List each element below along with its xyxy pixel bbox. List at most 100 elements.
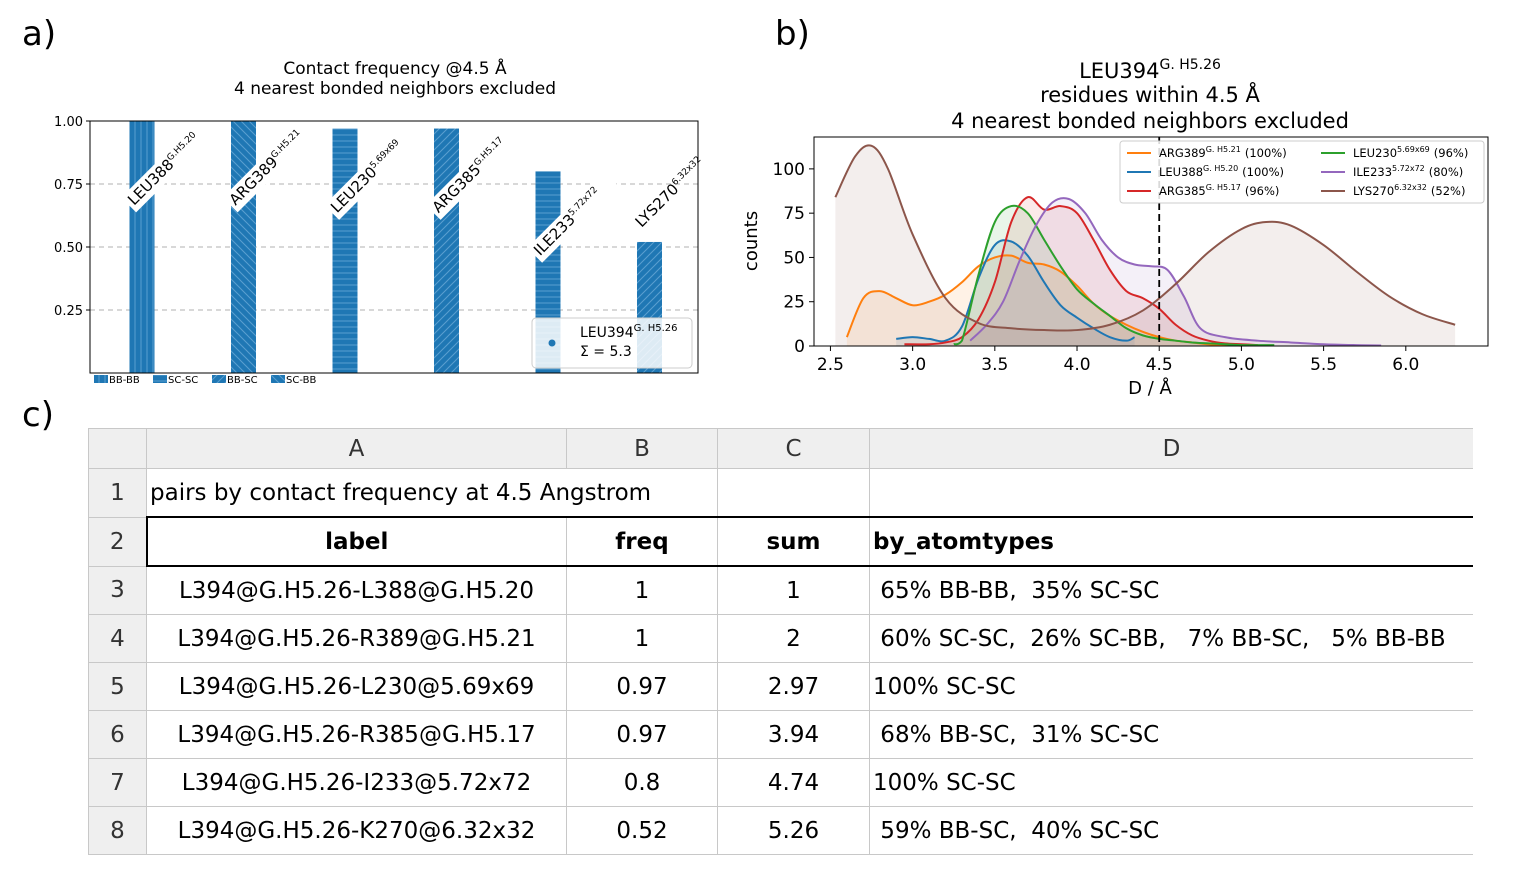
cell-freq[interactable]: 1 (566, 614, 718, 663)
series-fill-arg385 (904, 196, 1258, 346)
spreadsheet: A B C D 1 pairs by contact frequency at … (88, 428, 1473, 858)
distance-distribution-chart: LEU394G. H5.26 residues within 4.5 Å 4 n… (741, 57, 1489, 399)
header-freq[interactable]: freq (566, 516, 718, 567)
series-line-leu230 (953, 204, 1275, 347)
x-tick-label: 3.0 (899, 355, 926, 375)
bar-arg389 (231, 121, 256, 373)
x-tick-label: 4.0 (1064, 355, 1091, 375)
x-tick-label: 4.5 (1146, 355, 1173, 375)
x-tick-label: 3.5 (981, 355, 1008, 375)
cell-label[interactable]: L394@G.H5.26-R389@G.H5.21 (146, 614, 567, 663)
row-header-2[interactable]: 2 (88, 516, 147, 567)
cell-freq[interactable]: 0.52 (566, 806, 718, 855)
chart-b-title: LEU394G. H5.26 (1079, 57, 1221, 83)
hatch-legend: BB-BB SC-SC BB-SC SC-BB (94, 375, 316, 386)
panel-a-label: a) (22, 14, 57, 54)
row-header-8[interactable]: 8 (88, 806, 147, 855)
series-fill-leu230 (953, 205, 1275, 346)
legend-entry-arg389: ARG389G. H5.21 (100%) (1159, 145, 1287, 160)
cell-sum[interactable]: 2 (717, 614, 870, 663)
row-header-3[interactable]: 3 (88, 565, 147, 615)
series-line-ile233 (969, 197, 1382, 347)
bar-leu388 (129, 121, 155, 373)
row-header-5[interactable]: 5 (88, 662, 147, 711)
hatch-legend-label: BB-BB (109, 375, 140, 386)
chart-a-legend: LEU394G. H5.26 Σ = 5.3 (531, 317, 693, 369)
cell-freq[interactable]: 0.97 (566, 710, 718, 759)
bar-label-lys270: LYS2706.32x32 (632, 154, 709, 231)
cell-label[interactable]: L394@G.H5.26-L388@G.H5.20 (146, 565, 567, 615)
cell-freq[interactable]: 0.97 (566, 662, 718, 711)
x-tick-label: 5.5 (1310, 355, 1337, 375)
cell-b1[interactable] (566, 468, 718, 518)
chart-b-ylabel: counts (741, 211, 762, 271)
column-header-a[interactable]: A (146, 428, 567, 469)
row-header-4[interactable]: 4 (88, 614, 147, 663)
svg-text:LYS2706.32x32: LYS2706.32x32 (632, 154, 709, 231)
hatch-swatch (271, 375, 285, 383)
cell-sum[interactable]: 4.74 (717, 758, 870, 807)
chart-b-frame (813, 136, 1489, 347)
x-tick-label: 6.0 (1392, 355, 1419, 375)
cell-label[interactable]: L394@G.H5.26-K270@6.32x32 (146, 806, 567, 855)
chart-b-subtitle1: residues within 4.5 Å (1040, 81, 1260, 107)
header-by-atomtypes[interactable]: by_atomtypes (869, 516, 1473, 567)
cell-sum[interactable]: 1 (717, 565, 870, 615)
legend-entry-leu388: LEU388G. H5.20 (100%) (1159, 164, 1284, 179)
cell-by-atomtypes[interactable]: 65% BB-BB, 35% SC-SC (869, 565, 1473, 615)
row-header-6[interactable]: 6 (88, 710, 147, 759)
cell-c1[interactable] (717, 468, 870, 518)
y-tick-label: 100 (773, 160, 805, 180)
x-tick-label: 5.0 (1228, 355, 1255, 375)
header-sum[interactable]: sum (717, 516, 870, 567)
series-fill-ile233 (970, 198, 1382, 346)
y-tick-label: 0.25 (54, 304, 83, 319)
column-header-d[interactable]: D (869, 428, 1473, 469)
hatch-swatch (94, 375, 108, 383)
column-header-c[interactable]: C (717, 428, 870, 469)
cell-d1[interactable] (869, 468, 1473, 518)
cell-freq[interactable]: 0.8 (566, 758, 718, 807)
series-line-arg385 (904, 196, 1258, 347)
row-header-7[interactable]: 7 (88, 758, 147, 807)
chart-b-legend: ARG389G. H5.21 (100%) LEU2305.69x69 (96%) LE… (1119, 140, 1485, 204)
chart-a-subtitle: 4 nearest bonded neighbors excluded (234, 79, 556, 99)
y-tick-label: 25 (783, 293, 805, 313)
cell-sum[interactable]: 5.26 (717, 806, 870, 855)
row-header-1[interactable]: 1 (88, 468, 147, 518)
cell-by-atomtypes[interactable]: 60% SC-SC, 26% SC-BB, 7% BB-SC, 5% BB-BB (869, 614, 1473, 663)
y-tick-label: 0.75 (54, 178, 83, 193)
cell-sum[interactable]: 3.94 (717, 710, 870, 759)
corner-cell[interactable] (88, 428, 147, 469)
hatch-legend-label: SC-BB (286, 375, 316, 386)
table-row: 3 L394@G.H5.26-L388@G.H5.20 1 1 65% BB-B… (88, 565, 1473, 615)
legend-entry-arg385: ARG385G. H5.17 (96%) (1159, 183, 1279, 198)
y-tick-label: 75 (783, 204, 805, 224)
legend-a-sum: Σ = 5.3 (580, 344, 632, 360)
x-tick-label: 2.5 (817, 355, 844, 375)
cell-by-atomtypes[interactable]: 59% BB-SC, 40% SC-SC (869, 806, 1473, 855)
sheet-title-cell[interactable]: pairs by contact frequency at 4.5 Angstr… (146, 468, 651, 518)
y-tick-label: 0 (794, 337, 805, 357)
series-fill-leu388 (896, 240, 1135, 346)
series-fill-arg389 (846, 255, 1242, 346)
column-header-b[interactable]: B (566, 428, 718, 469)
cell-label[interactable]: L394@G.H5.26-I233@5.72x72 (146, 758, 567, 807)
legend-entry-leu230: LEU2305.69x69 (96%) (1353, 145, 1468, 160)
chart-b-subtitle2: 4 nearest bonded neighbors excluded (951, 109, 1349, 133)
chart-a-title: Contact frequency @4.5 Å (283, 57, 507, 79)
cell-by-atomtypes[interactable]: 68% BB-SC, 31% SC-SC (869, 710, 1473, 759)
cell-by-atomtypes[interactable]: 100% SC-SC (869, 758, 1473, 807)
cell-sum[interactable]: 2.97 (717, 662, 870, 711)
cell-freq[interactable]: 1 (566, 565, 718, 615)
cell-label[interactable]: L394@G.H5.26-L230@5.69x69 (146, 662, 567, 711)
hatch-swatch (212, 375, 226, 383)
table-row: 8 L394@G.H5.26-K270@6.32x32 0.52 5.26 59… (88, 806, 1473, 855)
hatch-legend-label: SC-SC (168, 375, 198, 386)
cell-label[interactable]: L394@G.H5.26-R385@G.H5.17 (146, 710, 567, 759)
table-row: 6 L394@G.H5.26-R385@G.H5.17 0.97 3.94 68… (88, 710, 1473, 759)
y-tick-label: 0.50 (54, 241, 83, 256)
header-label[interactable]: label (145, 516, 567, 567)
cell-by-atomtypes[interactable]: 100% SC-SC (869, 662, 1473, 711)
bar-leu230 (332, 128, 358, 373)
